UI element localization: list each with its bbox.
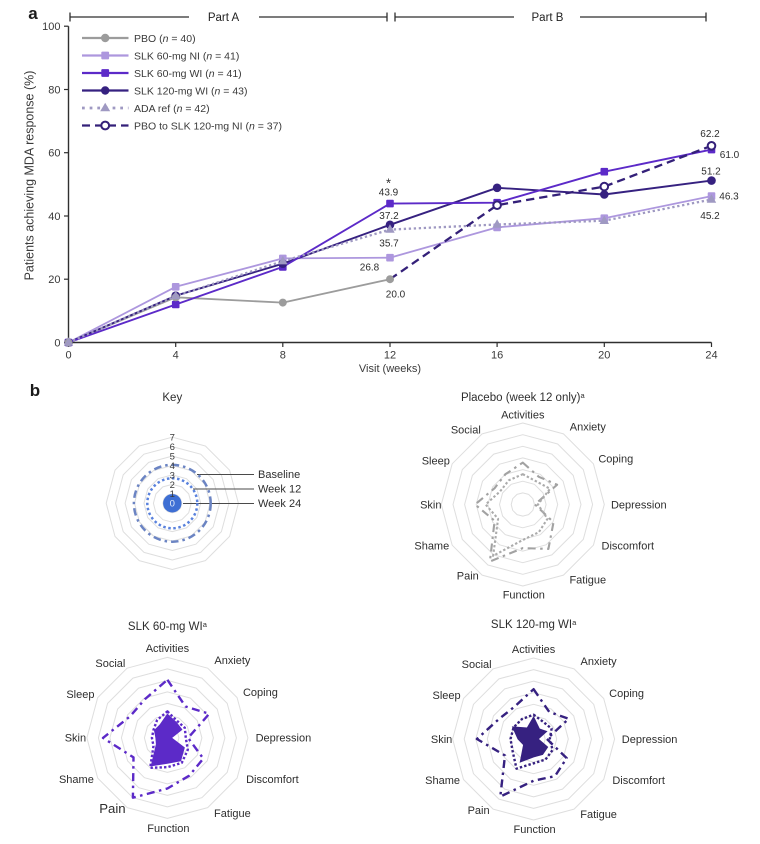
svg-text:Shame: Shame [425, 775, 460, 787]
svg-text:Sleep: Sleep [422, 456, 450, 468]
svg-text:Depression: Depression [611, 499, 667, 511]
svg-text:a: a [28, 4, 38, 23]
svg-text:43.9: 43.9 [379, 188, 399, 199]
svg-text:26.8: 26.8 [360, 263, 380, 274]
svg-text:Discomfort: Discomfort [602, 541, 655, 553]
svg-text:Coping: Coping [243, 687, 278, 699]
svg-text:37.2: 37.2 [379, 211, 399, 222]
svg-text:Function: Function [147, 823, 189, 835]
svg-text:100: 100 [42, 21, 60, 33]
svg-text:Week 24: Week 24 [258, 498, 301, 510]
svg-text:Key: Key [162, 392, 182, 404]
svg-text:Anxiety: Anxiety [214, 655, 251, 667]
svg-text:8: 8 [280, 350, 286, 362]
svg-text:Coping: Coping [609, 688, 644, 700]
svg-text:SLK 60-mg NI (n = 41): SLK 60-mg NI (n = 41) [134, 50, 239, 62]
svg-text:Pain: Pain [468, 805, 490, 817]
svg-text:SLK 60-mg WI (n = 41): SLK 60-mg WI (n = 41) [134, 68, 242, 80]
svg-text:60: 60 [48, 148, 60, 160]
svg-text:3: 3 [170, 470, 175, 481]
svg-text:6: 6 [170, 442, 175, 453]
svg-text:16: 16 [491, 350, 503, 362]
svg-text:Baseline: Baseline [258, 469, 300, 481]
svg-text:PBO (n = 40): PBO (n = 40) [134, 33, 196, 45]
svg-text:SLK 120-mg WIa: SLK 120-mg WIa [491, 618, 577, 631]
svg-text:20: 20 [598, 350, 610, 362]
svg-text:5: 5 [170, 451, 175, 462]
svg-text:24: 24 [705, 350, 717, 362]
svg-text:51.2: 51.2 [701, 166, 721, 177]
svg-text:ADA ref (n = 42): ADA ref (n = 42) [134, 103, 210, 115]
svg-text:61.0: 61.0 [720, 150, 740, 161]
svg-text:46.3: 46.3 [719, 191, 739, 202]
svg-text:b: b [30, 381, 40, 400]
svg-text:7: 7 [170, 433, 175, 444]
svg-text:Shame: Shame [414, 541, 449, 553]
svg-text:45.2: 45.2 [700, 211, 720, 222]
svg-text:Sleep: Sleep [433, 690, 461, 702]
svg-text:Part A: Part A [208, 12, 240, 24]
svg-text:Activities: Activities [501, 410, 545, 422]
svg-text:Patients achieving MDA respons: Patients achieving MDA response (%) [23, 71, 37, 281]
svg-text:Social: Social [451, 425, 481, 437]
svg-text:Coping: Coping [598, 454, 633, 466]
svg-text:Pain: Pain [99, 801, 125, 816]
svg-text:Sleep: Sleep [66, 689, 94, 701]
svg-text:Skin: Skin [65, 733, 86, 745]
svg-text:Discomfort: Discomfort [612, 775, 665, 787]
svg-text:Fatigue: Fatigue [214, 808, 251, 820]
svg-text:SLK 60-mg WIa: SLK 60-mg WIa [128, 620, 208, 633]
svg-text:Function: Function [503, 590, 545, 602]
svg-text:*: * [386, 176, 391, 191]
svg-text:4: 4 [173, 350, 179, 362]
svg-text:Visit (weeks): Visit (weeks) [359, 363, 421, 375]
svg-text:0: 0 [54, 337, 60, 349]
svg-text:80: 80 [48, 84, 60, 96]
svg-text:35.7: 35.7 [379, 239, 399, 250]
svg-text:0: 0 [170, 499, 175, 510]
svg-text:PBO to SLK 120-mg NI (n = 37): PBO to SLK 120-mg NI (n = 37) [134, 120, 282, 132]
svg-text:Fatigue: Fatigue [569, 575, 606, 587]
svg-text:Placebo (week 12 only)a: Placebo (week 12 only)a [461, 391, 586, 404]
svg-text:2: 2 [170, 480, 175, 491]
svg-text:Activities: Activities [146, 643, 190, 655]
svg-text:Function: Function [513, 824, 555, 836]
svg-text:4: 4 [170, 461, 175, 472]
svg-text:Discomfort: Discomfort [246, 774, 299, 786]
svg-text:Fatigue: Fatigue [580, 809, 617, 821]
svg-text:Skin: Skin [431, 734, 452, 746]
svg-text:Depression: Depression [256, 733, 312, 745]
svg-text:0: 0 [65, 350, 71, 362]
svg-text:Pain: Pain [457, 571, 479, 583]
svg-text:Part B: Part B [532, 12, 564, 24]
svg-text:20.0: 20.0 [386, 290, 406, 301]
svg-text:Social: Social [462, 659, 492, 671]
svg-text:Social: Social [95, 658, 125, 670]
svg-text:Week 12: Week 12 [258, 484, 301, 496]
svg-text:Shame: Shame [59, 774, 94, 786]
svg-text:Skin: Skin [420, 499, 441, 511]
svg-text:1: 1 [170, 489, 175, 500]
svg-text:SLK 120-mg WI (n = 43): SLK 120-mg WI (n = 43) [134, 85, 248, 97]
svg-text:Depression: Depression [622, 734, 678, 746]
svg-text:20: 20 [48, 274, 60, 286]
svg-text:62.2: 62.2 [700, 129, 720, 140]
svg-text:Activities: Activities [512, 644, 556, 656]
svg-text:12: 12 [384, 350, 396, 362]
svg-text:Anxiety: Anxiety [570, 422, 607, 434]
svg-text:40: 40 [48, 211, 60, 223]
svg-text:Anxiety: Anxiety [581, 656, 618, 668]
